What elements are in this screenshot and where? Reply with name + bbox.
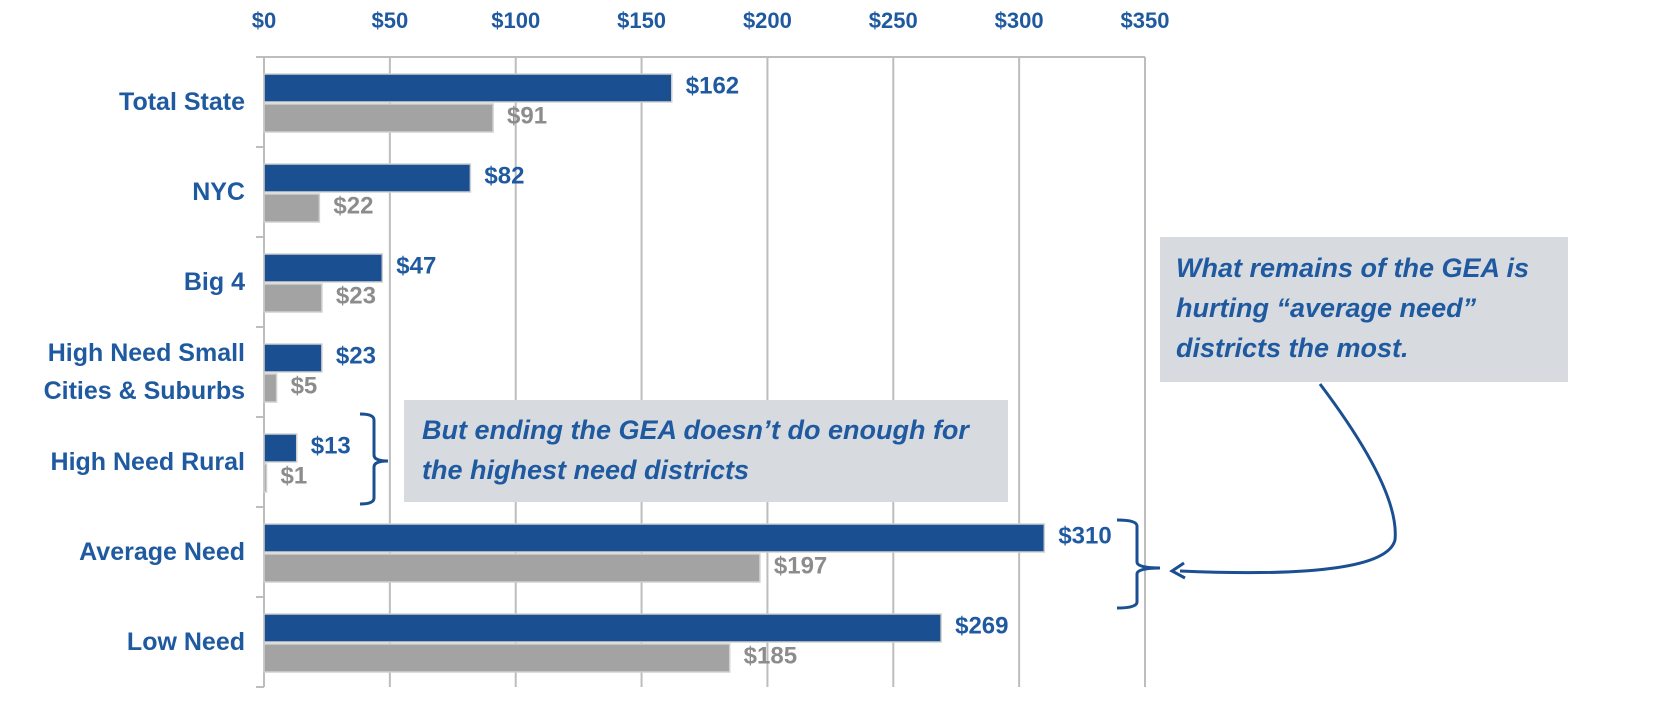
value-label: $23 bbox=[336, 342, 376, 369]
value-label: $22 bbox=[333, 192, 373, 219]
value-label: $23 bbox=[336, 282, 376, 309]
bar bbox=[263, 523, 1046, 553]
bar bbox=[263, 73, 673, 103]
y-tick-label: High Need Rural bbox=[50, 448, 245, 476]
annotation: But ending the GEA doesn’t do enough for… bbox=[404, 400, 1008, 502]
x-tick-label: $0 bbox=[252, 8, 276, 33]
value-label: $82 bbox=[484, 162, 524, 189]
bracket bbox=[1116, 518, 1161, 610]
x-tick-label: $100 bbox=[491, 8, 540, 33]
bar bbox=[263, 193, 321, 223]
value-label: $197 bbox=[774, 552, 827, 579]
y-tick-label: Average Need bbox=[79, 538, 245, 566]
value-label: $1 bbox=[281, 462, 308, 489]
annotation: What remains of the GEA is hurting “aver… bbox=[1160, 237, 1568, 382]
value-label: $162 bbox=[686, 72, 739, 99]
bar bbox=[263, 283, 323, 313]
decorations bbox=[359, 383, 1397, 610]
bar bbox=[263, 433, 298, 463]
arrow bbox=[1179, 383, 1397, 575]
value-label: $269 bbox=[955, 612, 1008, 639]
value-label: $13 bbox=[311, 432, 351, 459]
x-tick-label: $250 bbox=[869, 8, 918, 33]
y-tick-label: NYC bbox=[192, 178, 245, 206]
x-tick-label: $350 bbox=[1121, 8, 1170, 33]
value-label: $310 bbox=[1058, 522, 1111, 549]
y-tick-label: High Need Small Cities & Suburbs bbox=[43, 339, 245, 405]
bar bbox=[263, 613, 942, 643]
y-tick-label: Low Need bbox=[126, 628, 245, 656]
arrow-head bbox=[1169, 561, 1186, 580]
bar bbox=[263, 163, 472, 193]
bar bbox=[263, 253, 384, 283]
bar bbox=[263, 463, 268, 493]
plot: $0 $50 $100 $150 $200 $250 $300 $350 $162 $91 $82 $… bbox=[252, 8, 1170, 688]
bar bbox=[263, 103, 494, 133]
bar bbox=[263, 643, 731, 673]
x-tick-label: $200 bbox=[743, 8, 792, 33]
bar bbox=[263, 373, 278, 403]
value-label: $5 bbox=[291, 372, 318, 399]
bar bbox=[263, 343, 323, 373]
value-label: $91 bbox=[507, 102, 547, 129]
value-label: $185 bbox=[744, 642, 797, 669]
bracket bbox=[359, 412, 389, 506]
value-label: $47 bbox=[396, 252, 436, 279]
x-tick-label: $150 bbox=[617, 8, 666, 33]
y-tick-label: Big 4 bbox=[183, 268, 245, 296]
bar bbox=[263, 553, 761, 583]
x-tick-label: $50 bbox=[371, 8, 408, 33]
x-tick-label: $300 bbox=[995, 8, 1044, 33]
y-tick-label: Total State bbox=[119, 88, 245, 116]
